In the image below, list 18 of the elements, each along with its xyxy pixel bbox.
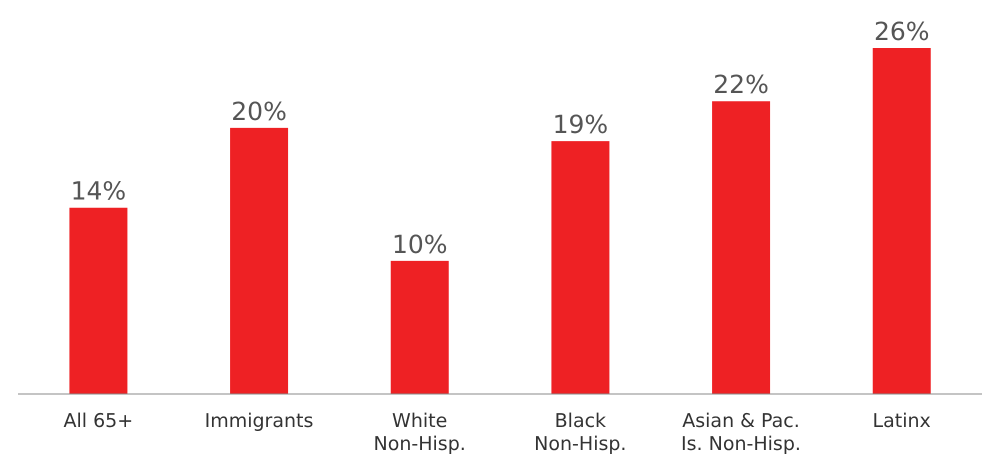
x-tick-label: Immigrants	[204, 410, 314, 432]
data-label: 26%	[874, 17, 930, 46]
bar	[390, 260, 449, 394]
data-label: 22%	[713, 70, 769, 100]
bar	[712, 101, 770, 394]
bar	[551, 141, 610, 394]
x-tick-label: All 65+	[63, 410, 134, 432]
x-tick-label: Black Non-Hisp.	[534, 410, 626, 455]
x-tick-label: White Non-Hisp.	[374, 410, 466, 455]
data-label: 19%	[552, 110, 608, 140]
bar	[69, 208, 128, 394]
x-tick-label: Latinx	[872, 410, 931, 432]
x-tick-label: Asian & Pac. Is. Non-Hisp.	[681, 410, 801, 455]
data-label: 10%	[392, 230, 448, 259]
data-label: 20%	[231, 96, 287, 126]
bar	[230, 128, 288, 394]
data-label: 14%	[70, 176, 126, 206]
bar	[872, 48, 931, 394]
